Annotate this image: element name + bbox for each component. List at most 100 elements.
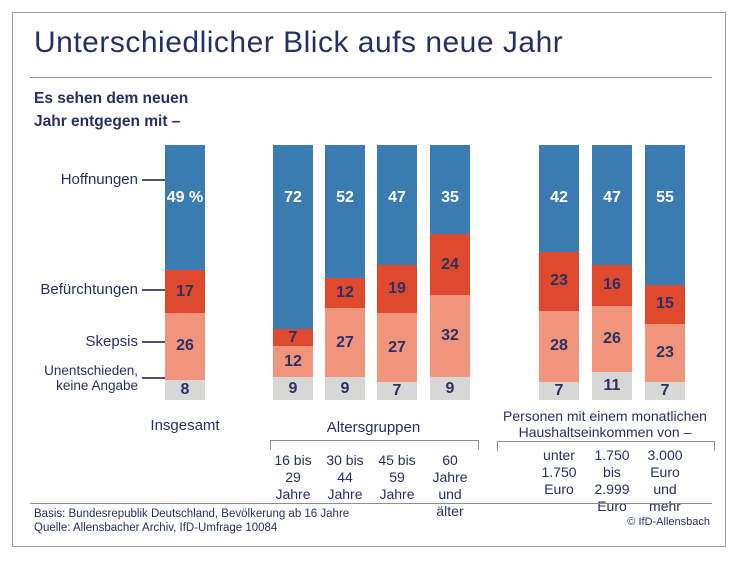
subtitle-line-1: Es sehen dem neuen bbox=[34, 90, 189, 107]
bar-value-label: 8 bbox=[180, 380, 190, 398]
bar-value-label: 9 bbox=[445, 379, 455, 397]
bar-label-2-2: 3.000 Euro und mehr bbox=[647, 447, 683, 514]
bar-value-label: 27 bbox=[336, 333, 354, 351]
bar-1-0: 72 7 12 9 bbox=[273, 145, 313, 400]
bar-segment-befürchtungen: 12 bbox=[325, 277, 365, 309]
bar-value-label: 15 bbox=[656, 295, 674, 313]
legend-connector-3 bbox=[142, 377, 173, 379]
bar-caption-insgesamt: Insgesamt bbox=[150, 417, 220, 434]
bar-segment-skepsis: 27 bbox=[377, 313, 417, 383]
bar-value-label: 7 bbox=[288, 328, 298, 346]
group-bracket-2 bbox=[497, 441, 715, 451]
bar-value-label: 23 bbox=[550, 272, 568, 290]
legend-label-1: Befürchtungen bbox=[40, 281, 138, 298]
bar-label-1-3: 60 Jahre und älter bbox=[432, 452, 468, 519]
footer-copyright: © IfD-Allensbach bbox=[627, 516, 710, 528]
bar-segment-unentschieden: 7 bbox=[645, 382, 685, 400]
bar-segment-befürchtungen: 15 bbox=[645, 285, 685, 324]
bar-value-label: 7 bbox=[554, 382, 564, 400]
chart-subtitle: Es sehen dem neuen Jahr entgegen mit – bbox=[34, 87, 188, 133]
bar-value-label: 47 bbox=[388, 189, 406, 206]
bar-segment-skepsis: 32 bbox=[430, 295, 470, 378]
bar-2-2: 55 15 23 7 bbox=[645, 145, 685, 400]
footer-basis: Basis: Bundesrepublik Deutschland, Bevöl… bbox=[34, 508, 350, 520]
bar-value-label: 17 bbox=[176, 282, 194, 300]
bar-value-label: 9 bbox=[288, 379, 298, 397]
bar-value-label: 24 bbox=[441, 255, 459, 273]
bar-value-label: 49 % bbox=[166, 189, 204, 206]
bar-value-label: 12 bbox=[284, 352, 302, 370]
bar-value-label: 32 bbox=[441, 327, 459, 345]
legend-label-3: Unentschieden, keine Angabe bbox=[44, 363, 138, 393]
bar-segment-unentschieden: 9 bbox=[325, 377, 365, 400]
bar-value-label: 55 bbox=[656, 189, 674, 206]
bar-segment-hoffnungen: 72 bbox=[273, 145, 313, 329]
bar-value-label: 26 bbox=[603, 329, 621, 347]
bar-value-label: 12 bbox=[336, 283, 354, 301]
group-bracket-1 bbox=[270, 440, 479, 450]
subtitle-line-2: Jahr entgegen mit – bbox=[34, 113, 181, 130]
bar-segment-hoffnungen: 52 bbox=[325, 145, 365, 278]
bar-value-label: 72 bbox=[284, 189, 302, 206]
bar-segment-unentschieden: 8 bbox=[165, 379, 205, 400]
bar-segment-skepsis: 27 bbox=[325, 308, 365, 378]
bar-segment-unentschieden: 9 bbox=[273, 377, 313, 400]
bar-segment-hoffnungen: 35 bbox=[430, 145, 470, 235]
bar-segment-hoffnungen: 47 bbox=[592, 145, 632, 265]
bar-value-label: 26 bbox=[176, 337, 194, 355]
bar-segment-hoffnungen: 49 % bbox=[165, 145, 205, 270]
bar-1-1: 52 12 27 9 bbox=[325, 145, 365, 400]
outer-border bbox=[12, 12, 726, 547]
bar-segment-unentschieden: 7 bbox=[377, 382, 417, 400]
bar-value-label: 27 bbox=[388, 338, 406, 356]
group-header-1: Altersgruppen bbox=[326, 419, 421, 436]
bar-value-label: 52 bbox=[336, 189, 354, 206]
bar-value-label: 23 bbox=[656, 343, 674, 361]
bar-label-1-1: 30 bis 44 Jahre bbox=[326, 452, 364, 502]
bar-2-0: 42 23 28 7 bbox=[539, 145, 579, 400]
bar-segment-hoffnungen: 47 bbox=[377, 145, 417, 265]
legend-label-0: Hoffnungen bbox=[60, 171, 138, 188]
title-divider bbox=[30, 77, 712, 78]
bar-value-label: 9 bbox=[340, 379, 350, 397]
bar-value-label: 16 bbox=[603, 276, 621, 294]
bar-segment-befürchtungen: 17 bbox=[165, 269, 205, 314]
legend-connector-1 bbox=[142, 289, 173, 291]
bar-segment-befürchtungen: 24 bbox=[430, 234, 470, 296]
group-header-2: Personen mit einem monatlichen Haushaltse… bbox=[503, 408, 707, 440]
bar-1-2: 47 19 27 7 bbox=[377, 145, 417, 400]
bar-label-2-0: unter 1.750 Euro bbox=[541, 447, 577, 497]
bar-value-label: 28 bbox=[550, 337, 568, 355]
bar-label-2-1: 1.750 bis 2.999 Euro bbox=[594, 447, 630, 514]
bar-segment-skepsis: 28 bbox=[539, 310, 579, 383]
bar-2-1: 47 16 26 11 bbox=[592, 145, 632, 400]
bar-1-3: 35 24 32 9 bbox=[430, 145, 470, 400]
footer-divider bbox=[30, 503, 712, 504]
legend-connector-2 bbox=[142, 341, 173, 343]
bar-segment-skepsis: 26 bbox=[165, 313, 205, 380]
bar-segment-hoffnungen: 42 bbox=[539, 145, 579, 253]
bar-segment-befürchtungen: 7 bbox=[273, 328, 313, 347]
bar-value-label: 7 bbox=[660, 382, 670, 400]
bar-value-label: 47 bbox=[603, 189, 621, 206]
bar-value-label: 11 bbox=[603, 376, 621, 394]
bar-segment-skepsis: 26 bbox=[592, 305, 632, 372]
bar-label-1-0: 16 bis 29 Jahre bbox=[274, 452, 312, 502]
bar-segment-befürchtungen: 16 bbox=[592, 264, 632, 306]
bar-segment-skepsis: 12 bbox=[273, 346, 313, 378]
bar-label-1-2: 45 bis 59 Jahre bbox=[378, 452, 416, 502]
bar-segment-befürchtungen: 19 bbox=[377, 264, 417, 314]
bar-value-label: 42 bbox=[550, 189, 568, 206]
bar-segment-skepsis: 23 bbox=[645, 323, 685, 383]
bar-value-label: 7 bbox=[392, 382, 402, 400]
bar-segment-unentschieden: 9 bbox=[430, 377, 470, 400]
chart-title: Unterschiedlicher Blick aufs neue Jahr bbox=[34, 26, 564, 59]
footer-source: Quelle: Allensbacher Archiv, IfD-Umfrage… bbox=[34, 522, 278, 534]
bar-value-label: 19 bbox=[388, 280, 406, 298]
bar-segment-befürchtungen: 23 bbox=[539, 252, 579, 311]
bar-segment-hoffnungen: 55 bbox=[645, 145, 685, 286]
bar-0-0: 49 % 17 26 8 bbox=[165, 145, 205, 400]
bar-segment-unentschieden: 11 bbox=[592, 371, 632, 400]
bar-value-label: 35 bbox=[441, 189, 459, 206]
